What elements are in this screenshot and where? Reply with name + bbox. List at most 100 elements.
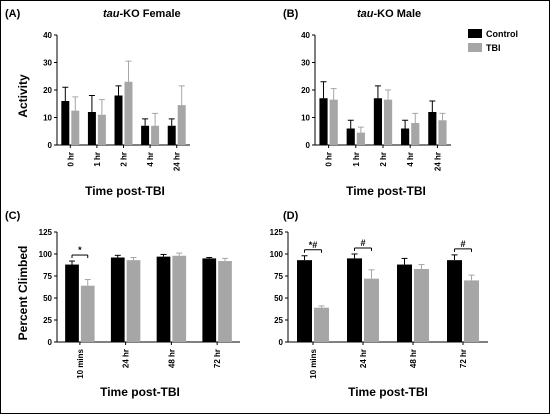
panel-d: (D) Time post-TBI 0 25 50 75 100 125 10 mins 24… — [270, 210, 488, 399]
panel-c-bar-control — [110, 257, 125, 342]
panel-d-bar-tbi — [364, 278, 379, 342]
panel-c-ytick-label: 50 — [43, 294, 52, 303]
panel-b-bar-control — [373, 98, 382, 145]
panel-c-xlabel: Time post-TBI — [100, 385, 180, 399]
panel-b-category-label: 4 hr — [406, 152, 415, 167]
legend-label-control: Control — [486, 29, 518, 39]
panel-c-bar-tbi — [126, 260, 141, 342]
panel-d-bar-tbi — [464, 280, 479, 342]
panel-a-category-label: 24 hr — [173, 152, 182, 171]
panel-c-ytick-label: 125 — [39, 228, 53, 237]
panel-b-bar-tbi — [438, 120, 447, 145]
legend-swatch-control — [468, 29, 482, 38]
legend: Control TBI — [468, 29, 518, 53]
panel-b-category-label: 2 hr — [379, 152, 388, 167]
panel-b-title: tau-KO Male — [357, 8, 421, 20]
panel-c: (C) Percent Climbed Time post-TBI 0 25 50 7… — [5, 210, 240, 399]
panel-d-bar-control — [447, 260, 462, 342]
panel-a-bar-control — [114, 95, 123, 145]
panel-d-plot: 0 25 50 75 100 125 10 mins 24 hr 48 hr 72 hr *# # # — [270, 228, 488, 379]
panel-b-bar-control — [401, 128, 410, 145]
panel-c-category-label: 48 hr — [167, 349, 176, 368]
panel-a-category-label: 1 hr — [93, 152, 102, 167]
panel-a-category-label: 0 hr — [66, 152, 75, 167]
panel-b-bar-control — [319, 98, 328, 145]
legend-swatch-tbi — [468, 43, 482, 52]
panel-d-category-label: 48 hr — [409, 349, 418, 368]
panel-a-title: tau-KO Female — [103, 8, 181, 20]
panel-b-category-label: 24 hr — [433, 152, 442, 171]
panel-d-bar-control — [397, 264, 412, 342]
panel-a-bar-control — [87, 112, 96, 145]
panel-d-bar-control — [347, 258, 362, 342]
panel-a-category-label: 2 hr — [120, 152, 129, 167]
panel-d-ytick-label: 25 — [274, 316, 283, 325]
panel-a: (A) tau-KO Female Activity Time post-TBI… — [5, 8, 190, 198]
panel-a-bar-tbi — [151, 125, 160, 145]
panel-d-category-label: 72 hr — [459, 349, 468, 368]
panel-b: (B) tau-KO Male Time post-TBI 0102030400… — [283, 8, 518, 198]
panel-d-label: (D) — [283, 210, 299, 222]
panel-b-bar-tbi — [356, 132, 365, 145]
panel-c-bar-tbi — [80, 285, 95, 342]
panel-b-bar-tbi — [384, 99, 393, 145]
panel-b-bar-tbi — [329, 99, 338, 145]
panel-d-ytick-label: 75 — [274, 272, 283, 281]
panel-a-xlabel: Time post-TBI — [85, 184, 165, 198]
panel-a-ytick-label: 40 — [43, 31, 52, 40]
panel-a-ytick-label: 10 — [43, 114, 52, 123]
panel-c-ylabel: Percent Climbed — [16, 246, 30, 341]
panel-d-category-label: 24 hr — [359, 349, 368, 368]
panel-b-label: (B) — [283, 8, 299, 20]
panel-c-ytick-label: 100 — [39, 250, 53, 259]
panel-b-bar-control — [346, 128, 355, 145]
panel-b-category-label: 0 hr — [325, 152, 334, 167]
panel-a-bar-control — [141, 125, 150, 145]
panel-a-title-rest: -KO Female — [120, 8, 181, 20]
panel-c-plot: 0 25 50 75 100 125 10 mins 24 hr 48 hr 72 hr * — [39, 228, 240, 379]
panel-a-bar-tbi — [124, 81, 133, 145]
panel-b-ytick-label: 20 — [301, 86, 310, 95]
panel-b-plot: 0 10 20 30 40 0 hr 1 hr 2 hr 4 hr 24 hr — [301, 31, 451, 171]
panel-a-ytick-label: 20 — [43, 86, 52, 95]
panel-c-bar-control — [65, 264, 79, 342]
panel-a-ytick-label: 0 — [48, 141, 53, 150]
panel-b-bar-tbi — [411, 123, 420, 145]
panel-c-category-label: 10 mins — [76, 348, 85, 378]
panel-b-xlabel: Time post-TBI — [346, 184, 426, 198]
panel-d-ytick-label: 50 — [274, 294, 283, 303]
panel-d-bar-tbi — [314, 307, 329, 342]
panel-c-sig-label: * — [78, 245, 82, 255]
panel-a-bar-tbi — [71, 110, 80, 145]
panel-b-bar-control — [428, 112, 437, 145]
panel-a-bar-control — [167, 125, 176, 145]
panel-a-ylabel: Activity — [16, 74, 30, 118]
panel-a-bar-tbi — [177, 105, 186, 145]
panel-b-category-label: 1 hr — [352, 152, 361, 167]
panel-b-ytick-label: 10 — [301, 114, 310, 123]
panel-c-label: (C) — [5, 210, 21, 222]
panel-d-sig-label: *# — [309, 240, 318, 250]
panel-d-sig-label: # — [460, 239, 465, 249]
panel-c-bar-tbi — [172, 255, 187, 342]
panel-b-title-italic: tau — [357, 8, 374, 20]
panel-c-ytick-label: 25 — [43, 316, 52, 325]
panel-c-bar-tbi — [218, 261, 232, 342]
panel-a-plot: 0 10 20 30 40 0 hr 1 hr 2 hr 4 hr 24 hr — [43, 31, 190, 171]
panel-b-title-rest: -KO Male — [374, 8, 422, 20]
panel-a-bar-control — [61, 101, 70, 145]
panel-d-ytick-label: 125 — [270, 228, 284, 237]
panel-d-ytick-label: 100 — [270, 250, 284, 259]
panel-c-ytick-label: 0 — [48, 338, 53, 347]
panel-a-ytick-label: 30 — [43, 59, 52, 68]
panel-d-bar-tbi — [414, 268, 429, 342]
panel-b-ytick-label: 30 — [301, 59, 310, 68]
legend-label-tbi: TBI — [486, 43, 501, 53]
panel-d-ytick-label: 0 — [279, 338, 284, 347]
panel-b-ytick-label: 0 — [306, 141, 311, 150]
panel-a-category-label: 4 hr — [146, 152, 155, 167]
panel-a-bar-tbi — [97, 114, 106, 145]
panel-c-bar-control — [202, 258, 217, 342]
panel-d-category-label: 10 mins — [309, 348, 318, 378]
